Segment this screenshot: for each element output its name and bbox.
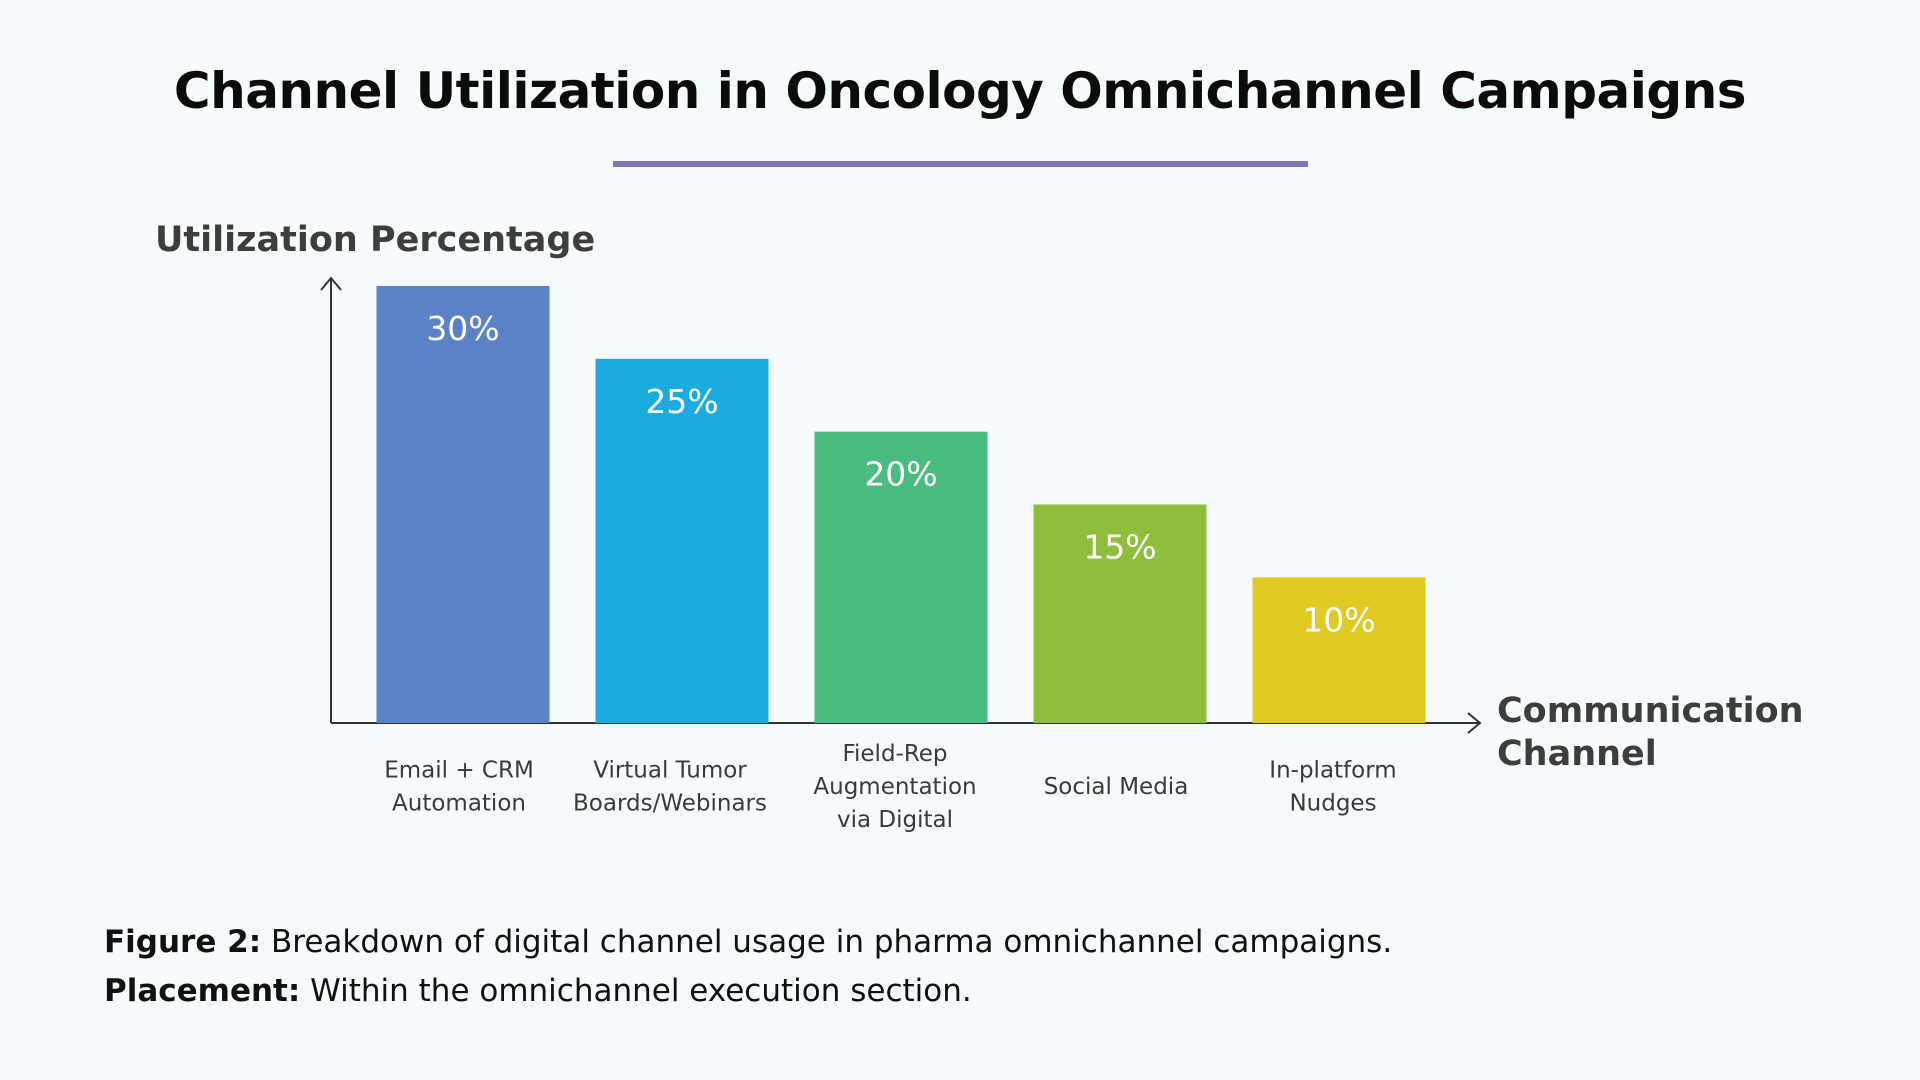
chart-title: Channel Utilization in Oncology Omnichan… [173,62,1747,120]
bar-value-label: 20% [864,455,937,494]
bar-value-label: 10% [1302,600,1375,639]
bar-value-label: 25% [645,382,718,421]
bar [1252,577,1426,723]
caption-figure-line: Figure 2: Breakdown of digital channel u… [104,918,1392,967]
x-axis-title: Communication Channel [1497,691,1804,774]
placement-label: Placement: [104,973,301,1009]
x-tick-label: In-platform Nudges [1269,758,1396,817]
bar [814,431,988,723]
bar [376,286,550,723]
x-tick-label: Social Media [1044,774,1189,800]
x-tick-label: Virtual Tumor Boards/Webinars [573,758,767,817]
bar-value-label: 15% [1083,528,1156,567]
figure-caption: Figure 2: Breakdown of digital channel u… [104,918,1392,1016]
bar-labels: 30% 25% 20% 15% 10% [426,309,1375,639]
x-axis-arrow-icon [1467,712,1482,734]
bar [595,358,769,723]
figure-label: Figure 2: [104,924,262,960]
caption-placement-line: Placement: Within the omnichannel execut… [104,967,1392,1016]
bars [376,286,1426,723]
bar [1033,504,1207,723]
y-axis-title: Utilization Percentage [155,220,595,260]
y-axis-arrow-icon [320,276,342,291]
figure-text: Breakdown of digital channel usage in ph… [261,924,1393,960]
x-tick-label: Field-Rep Augmentation via Digital [813,741,976,833]
placement-text: Within the omnichannel execution section… [300,973,972,1009]
title-underline [613,161,1308,167]
bar-value-label: 30% [426,309,499,348]
x-tick-label: Email + CRM Automation [384,758,534,817]
x-tick-labels: Email + CRM Automation Virtual Tumor Boards… [384,741,1396,833]
